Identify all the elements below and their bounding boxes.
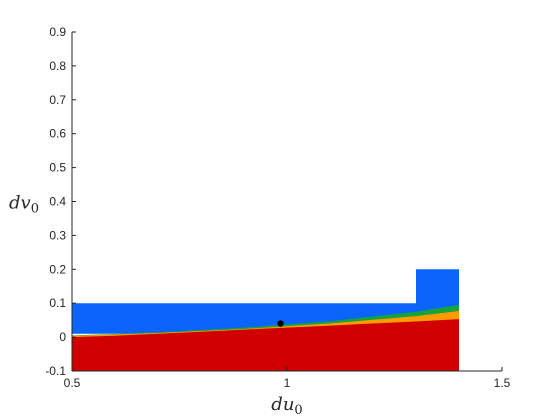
y-tick-label: 0.5 [49, 161, 66, 175]
data-point [277, 320, 284, 327]
x-axis-label: du0 [271, 394, 302, 417]
x-tick-label: 0.5 [64, 376, 81, 390]
y-tick-label: 0.7 [49, 93, 66, 107]
y-tick-label: 0.9 [49, 25, 66, 39]
y-tick-label: 0.6 [49, 127, 66, 141]
y-axis-label-main: dv [9, 192, 31, 213]
x-tick-label: 1 [284, 376, 291, 390]
x-tick-label: 1.5 [494, 376, 511, 390]
y-tick-label: 0.1 [49, 296, 66, 310]
region-red-4 [72, 338, 459, 371]
y-axis-label-subscript: 0 [31, 201, 39, 216]
region-blue-0 [72, 269, 459, 334]
y-tick-label: 0 [59, 330, 66, 344]
y-tick-label: 0.4 [49, 195, 66, 209]
y-axis-label: dv0 [9, 192, 39, 216]
tick-marks [71, 31, 503, 372]
axes: -0.1 0 0.1 0.2 0.3 0.4 0.5 0.6 0.7 0.8 0.9 0.5 1 1.5 [45, 25, 510, 390]
y-tick-label: -0.1 [45, 364, 66, 378]
point-layer [277, 320, 284, 327]
tick-labels: -0.1 0 0.1 0.2 0.3 0.4 0.5 0.6 0.7 0.8 0.9 0.5 1 1.5 [45, 25, 510, 390]
plot-regions [72, 269, 459, 371]
x-axis-label-subscript: 0 [294, 403, 302, 417]
y-tick-label: 0.3 [49, 228, 66, 242]
y-tick-label: 0.2 [49, 262, 66, 276]
y-tick-label: 0.8 [49, 59, 66, 73]
x-axis-label-main: du [271, 394, 294, 415]
